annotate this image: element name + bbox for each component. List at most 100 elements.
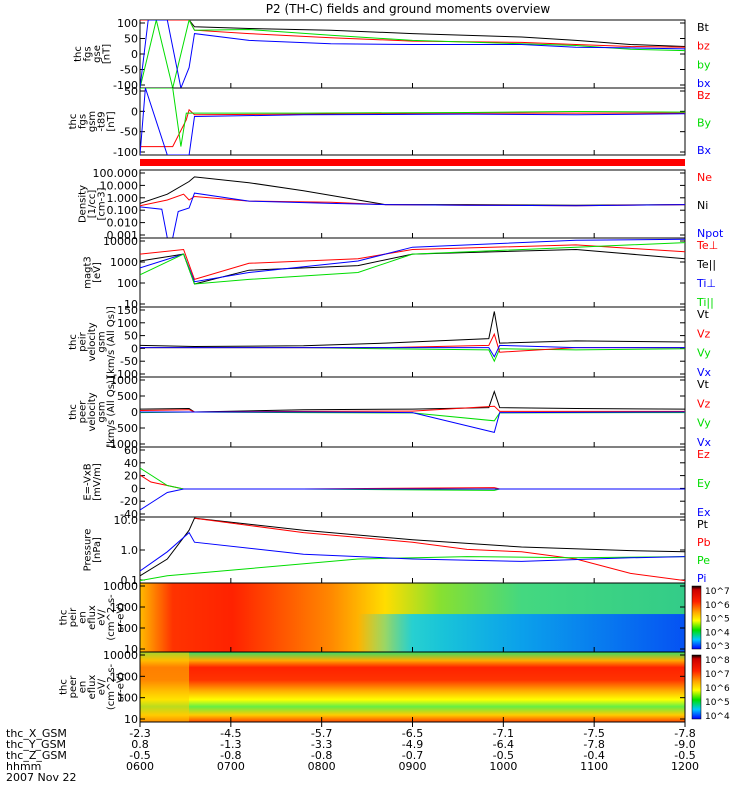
panels-group: 100500-50-100thcfgsgse[nT]Btbzbybx500-50… xyxy=(59,17,730,726)
ytick-label: 50 xyxy=(124,330,138,343)
ylabel-line: thc xyxy=(68,114,79,130)
ytick-label: 0.100 xyxy=(107,204,139,217)
ylabel-line: fgs xyxy=(82,46,93,61)
series-blue xyxy=(140,20,685,88)
ylabel-line: magt3 xyxy=(82,256,93,289)
ylabel-line: thc xyxy=(73,46,84,62)
ephemeris-value: -1.3 xyxy=(220,738,241,751)
series-group xyxy=(140,176,685,238)
colorbar-label: 10^7 xyxy=(705,670,730,680)
ylabel-line: thc xyxy=(68,334,79,350)
series-group xyxy=(140,88,685,155)
ylabel-line: peir xyxy=(68,607,79,627)
ytick-label: 100 xyxy=(117,277,138,290)
ytick-label: 0 xyxy=(131,482,138,495)
time-tick-label: 1000 xyxy=(489,760,517,773)
ylabel-line: sr-eV) xyxy=(116,672,127,701)
colorbar-label: 10^3 xyxy=(705,642,730,652)
panel-peir-velocity: 150100500-50-100thcpeirvelocitygsm[km/s … xyxy=(68,304,712,381)
ylabel-line: Pressure xyxy=(82,529,93,572)
panel-frame xyxy=(139,87,686,156)
ytick-label: -20 xyxy=(120,495,138,508)
time-tick-label: 1200 xyxy=(671,760,699,773)
ytick-label: -40 xyxy=(120,508,138,521)
ylabel-line: velocity xyxy=(87,392,98,431)
legend-blue: bx xyxy=(697,77,711,90)
colorbar-label: 10^7 xyxy=(705,587,730,597)
ytick-label: 100 xyxy=(117,17,138,30)
series-group xyxy=(140,517,685,582)
panel-temperature: 10000 1000 100 10 magt3[eV] Te⊥ Te|| Ti⊥ Ti|| xyxy=(82,235,718,311)
ephemeris-value: -6.4 xyxy=(493,738,514,751)
time-tick-label: 0700 xyxy=(217,760,245,773)
ytick-label: -100 xyxy=(113,146,138,159)
ylabel-line: thc xyxy=(59,679,70,695)
legend-blue: Ex xyxy=(697,506,711,519)
ephemeris-value: -2.3 xyxy=(129,727,150,740)
ephemeris-value: -9.0 xyxy=(674,738,695,751)
ephemeris-value: -0.4 xyxy=(583,749,604,762)
ylabel-line: gse xyxy=(92,45,103,63)
legend-green: By xyxy=(697,117,712,130)
ylabel-line: eflux xyxy=(87,675,98,700)
ylabel-line: [eV] xyxy=(92,262,103,283)
ylabel-line: -t89 xyxy=(97,111,108,131)
series-black xyxy=(140,248,685,285)
ytick-label: 1000 xyxy=(110,256,138,269)
ylabel-line: en xyxy=(78,681,89,694)
ylabel-line: gsm xyxy=(97,331,108,352)
legend-blue: Npot xyxy=(697,227,724,240)
ytick-label: 150 xyxy=(117,304,138,317)
ytick-label: 60 xyxy=(124,444,138,457)
time-tick-label: 0600 xyxy=(126,760,154,773)
series-group xyxy=(140,20,685,88)
ytick-label: 10000 xyxy=(103,235,138,248)
ytick-label: 100 xyxy=(117,692,138,705)
legend-green: Vy xyxy=(697,417,711,430)
ytick-label: 0.010 xyxy=(107,217,139,230)
ytick-label: -100 xyxy=(113,79,138,92)
ytick-label: 10.0 xyxy=(114,514,139,527)
colorbar-label: 10^5 xyxy=(705,615,730,625)
ytick-label: 0 xyxy=(131,48,138,61)
ephemeris-value: -7.1 xyxy=(493,727,514,740)
ylabel-line: peir xyxy=(78,331,89,351)
time-tick-label: 0900 xyxy=(399,760,427,773)
ytick-label: 0 xyxy=(131,342,138,355)
ytick-label: 0 xyxy=(131,406,138,419)
ytick-label: 50 xyxy=(124,33,138,46)
ytick-label: 10000 xyxy=(103,649,138,662)
ylabel-line: [nT] xyxy=(106,111,117,131)
colorbar xyxy=(691,654,702,720)
legend-blue: Pi xyxy=(697,572,706,585)
ylabel-line: [nPa] xyxy=(92,537,103,563)
ylabel-line: gsm xyxy=(87,111,98,132)
legend-green: by xyxy=(697,58,711,71)
ephemeris-value: -3.3 xyxy=(311,738,332,751)
ytick-label: -500 xyxy=(113,422,138,435)
ylabel-group: E=-VxB[mV/m] xyxy=(82,463,103,501)
series-black xyxy=(140,20,685,47)
ytick-label: 1000 xyxy=(110,670,138,683)
ylabel-line: Density xyxy=(78,185,89,223)
legend-red: Pb xyxy=(697,536,711,549)
series-green xyxy=(140,88,685,147)
ylabel-line: eV/ xyxy=(97,609,108,626)
series-black xyxy=(140,176,685,206)
date-label: 2007 Nov 22 xyxy=(6,771,76,784)
ylabel-line: en xyxy=(78,611,89,624)
ylabel-line: (cm^2-s- xyxy=(106,663,117,710)
ephemeris-value: -0.5 xyxy=(674,749,695,762)
legend-green: Pe xyxy=(697,554,710,567)
colorbar-label: 10^4 xyxy=(705,628,730,638)
ephemeris-value: -4.5 xyxy=(220,727,241,740)
ylabel-line: sr-eV) xyxy=(116,603,127,632)
spectrogram-peer xyxy=(140,652,685,722)
ephemeris-value: -6.5 xyxy=(402,727,423,740)
